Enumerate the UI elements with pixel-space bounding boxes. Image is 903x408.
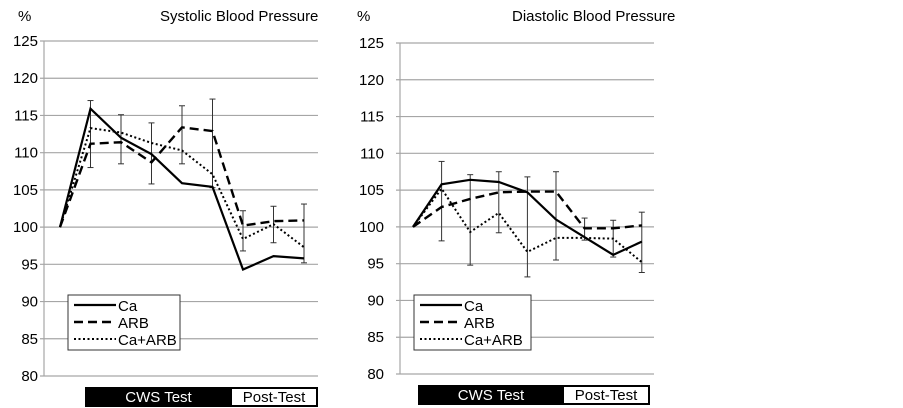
y-tick-label: 115	[14, 107, 38, 124]
chart-1: % Diastolic Blood Pressure 80 85 90 95 100 105 1…	[357, 8, 675, 405]
y-tick-label: 80	[21, 368, 38, 385]
y-axis-label: %	[357, 8, 370, 25]
phase-label: CWS Test	[458, 387, 525, 404]
legend-label: Ca	[464, 298, 484, 315]
y-tick-label: 125	[13, 33, 38, 50]
chart-title: Diastolic Blood Pressure	[512, 8, 675, 25]
error-bar	[553, 171, 559, 261]
y-tick-label: 120	[359, 72, 384, 89]
y-tick-label: 105	[359, 182, 384, 199]
legend-label: ARB	[118, 315, 149, 332]
y-tick-label: 80	[367, 366, 384, 383]
phase-label: CWS Test	[125, 389, 192, 406]
error-bar	[179, 105, 185, 165]
y-tick-label: 120	[13, 70, 38, 87]
y-tick-label: 100	[13, 219, 38, 236]
y-tick-label: 90	[367, 292, 384, 309]
error-bar	[467, 174, 474, 266]
error-bar	[209, 98, 216, 189]
phase-label: Post-Test	[243, 389, 306, 406]
y-tick-label: 105	[13, 182, 38, 199]
y-axis-label: %	[18, 8, 31, 25]
series-line-ca-plus-arb	[412, 186, 643, 263]
phase-label: Post-Test	[575, 387, 638, 404]
y-tick-label: 110	[360, 145, 384, 162]
y-tick-label: 125	[359, 35, 384, 52]
y-tick-label: 110	[14, 145, 38, 162]
error-bar	[301, 203, 307, 264]
chart-title: Systolic Blood Pressure	[160, 8, 318, 25]
series-line-arb	[412, 190, 642, 230]
error-bar	[438, 160, 445, 242]
y-tick-label: 85	[21, 331, 38, 348]
phase-bar: CWS Test Post-Test	[418, 385, 650, 405]
phase-post-test	[564, 387, 648, 403]
error-bar	[118, 114, 124, 165]
y-tick-label: 100	[359, 219, 384, 236]
y-tick-label: 115	[360, 109, 384, 126]
y-tick-label: 90	[21, 294, 38, 311]
chart-0: % Systolic Blood Pressure 80 85 90 95 100 105 11…	[13, 8, 318, 407]
legend-label: Ca+ARB	[118, 332, 177, 349]
y-tick-label: 85	[367, 329, 384, 346]
legend-label: Ca	[118, 298, 138, 315]
y-tick-label: 95	[367, 256, 384, 273]
phase-post-test	[232, 389, 316, 405]
y-tick-label: 95	[21, 256, 38, 273]
phase-bar: CWS Test Post-Test	[85, 387, 318, 407]
error-bar	[240, 210, 246, 252]
legend-label: Ca+ARB	[464, 332, 523, 349]
legend-label: ARB	[464, 315, 495, 332]
